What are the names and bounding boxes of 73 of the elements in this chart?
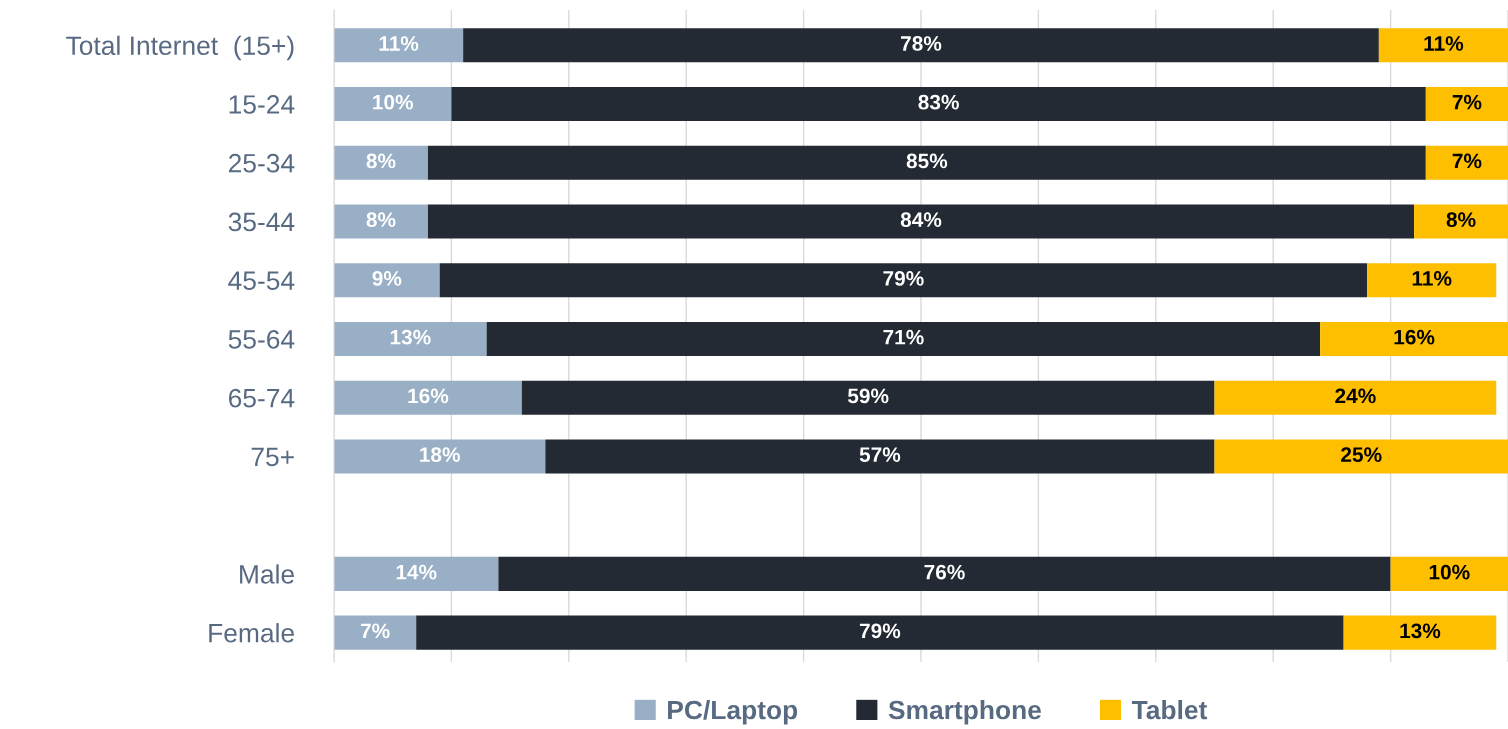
bar — [1320, 321, 1508, 356]
bar — [1214, 380, 1497, 415]
bar — [1390, 556, 1508, 591]
data-label: 16% — [408, 388, 449, 404]
bar — [1425, 145, 1508, 180]
data-label: 84% — [900, 212, 942, 228]
data-label: 85% — [906, 153, 948, 169]
data-label: 78% — [901, 36, 942, 51]
data-label: 7% — [360, 623, 390, 639]
data-label: 79% — [883, 271, 924, 286]
data-label: 11% — [1412, 271, 1452, 286]
data-label: 13% — [1400, 623, 1441, 639]
bar — [334, 615, 417, 650]
bar — [427, 145, 1426, 180]
bar — [427, 204, 1415, 239]
bar — [439, 263, 1368, 298]
bar — [1343, 615, 1497, 650]
y-tick-label: Female — [209, 623, 294, 643]
bar — [521, 380, 1215, 415]
data-label: 83% — [918, 94, 959, 110]
bar — [1414, 204, 1508, 239]
data-label: 71% — [883, 329, 924, 345]
bar — [334, 145, 428, 180]
data-label: 11% — [1424, 36, 1464, 51]
bar — [334, 263, 440, 298]
bar — [334, 321, 487, 356]
data-label: 7% — [1452, 94, 1482, 110]
data-label: 11% — [379, 36, 419, 51]
bar — [545, 439, 1215, 474]
data-label: 18% — [420, 447, 460, 463]
y-tick-label: 15-24 — [229, 95, 295, 114]
y-tick-label: 45-54 — [228, 271, 295, 291]
y-tick-label: Total Internet (15+) — [66, 35, 294, 61]
y-tick-label: 25-34 — [228, 153, 295, 173]
data-label: 14% — [396, 564, 437, 580]
data-label: 79% — [859, 623, 901, 639]
bar — [1425, 86, 1508, 122]
bar — [486, 321, 1321, 356]
bar — [1367, 263, 1497, 298]
y-tick-label: 65-74 — [228, 388, 295, 408]
data-label: 10% — [373, 94, 413, 110]
data-label: 57% — [859, 447, 901, 463]
data-label: 10% — [1429, 564, 1470, 580]
bar — [334, 204, 428, 239]
legend-label: Smartphone — [888, 699, 1041, 725]
data-label: 76% — [924, 564, 965, 580]
bar — [451, 86, 1426, 122]
bar — [1378, 28, 1508, 63]
data-label: 8% — [366, 212, 396, 228]
y-tick-label: 35-44 — [228, 212, 295, 232]
bar — [1214, 439, 1508, 474]
data-label: 8% — [366, 153, 396, 169]
data-label: 13% — [390, 329, 431, 345]
y-tick-label: Male — [240, 564, 294, 584]
bar — [416, 615, 1344, 650]
data-label: 9% — [372, 271, 402, 286]
y-tick-label: 55-64 — [228, 330, 295, 349]
data-label: 7% — [1452, 153, 1482, 169]
data-label: 24% — [1335, 388, 1376, 404]
bar — [334, 439, 546, 474]
legend-label: PC/Laptop — [668, 699, 798, 725]
data-label: 8% — [1446, 212, 1476, 228]
data-label: 25% — [1341, 447, 1382, 463]
bar — [334, 556, 499, 591]
data-label: 59% — [847, 388, 889, 404]
y-tick-label: 75+ — [251, 447, 294, 467]
bar — [463, 28, 1379, 63]
bar — [334, 86, 452, 122]
legend-label: Tablet — [1131, 699, 1208, 720]
bar — [498, 556, 1391, 591]
bar — [334, 380, 522, 415]
data-label: 16% — [1394, 329, 1435, 345]
bar — [334, 28, 464, 63]
